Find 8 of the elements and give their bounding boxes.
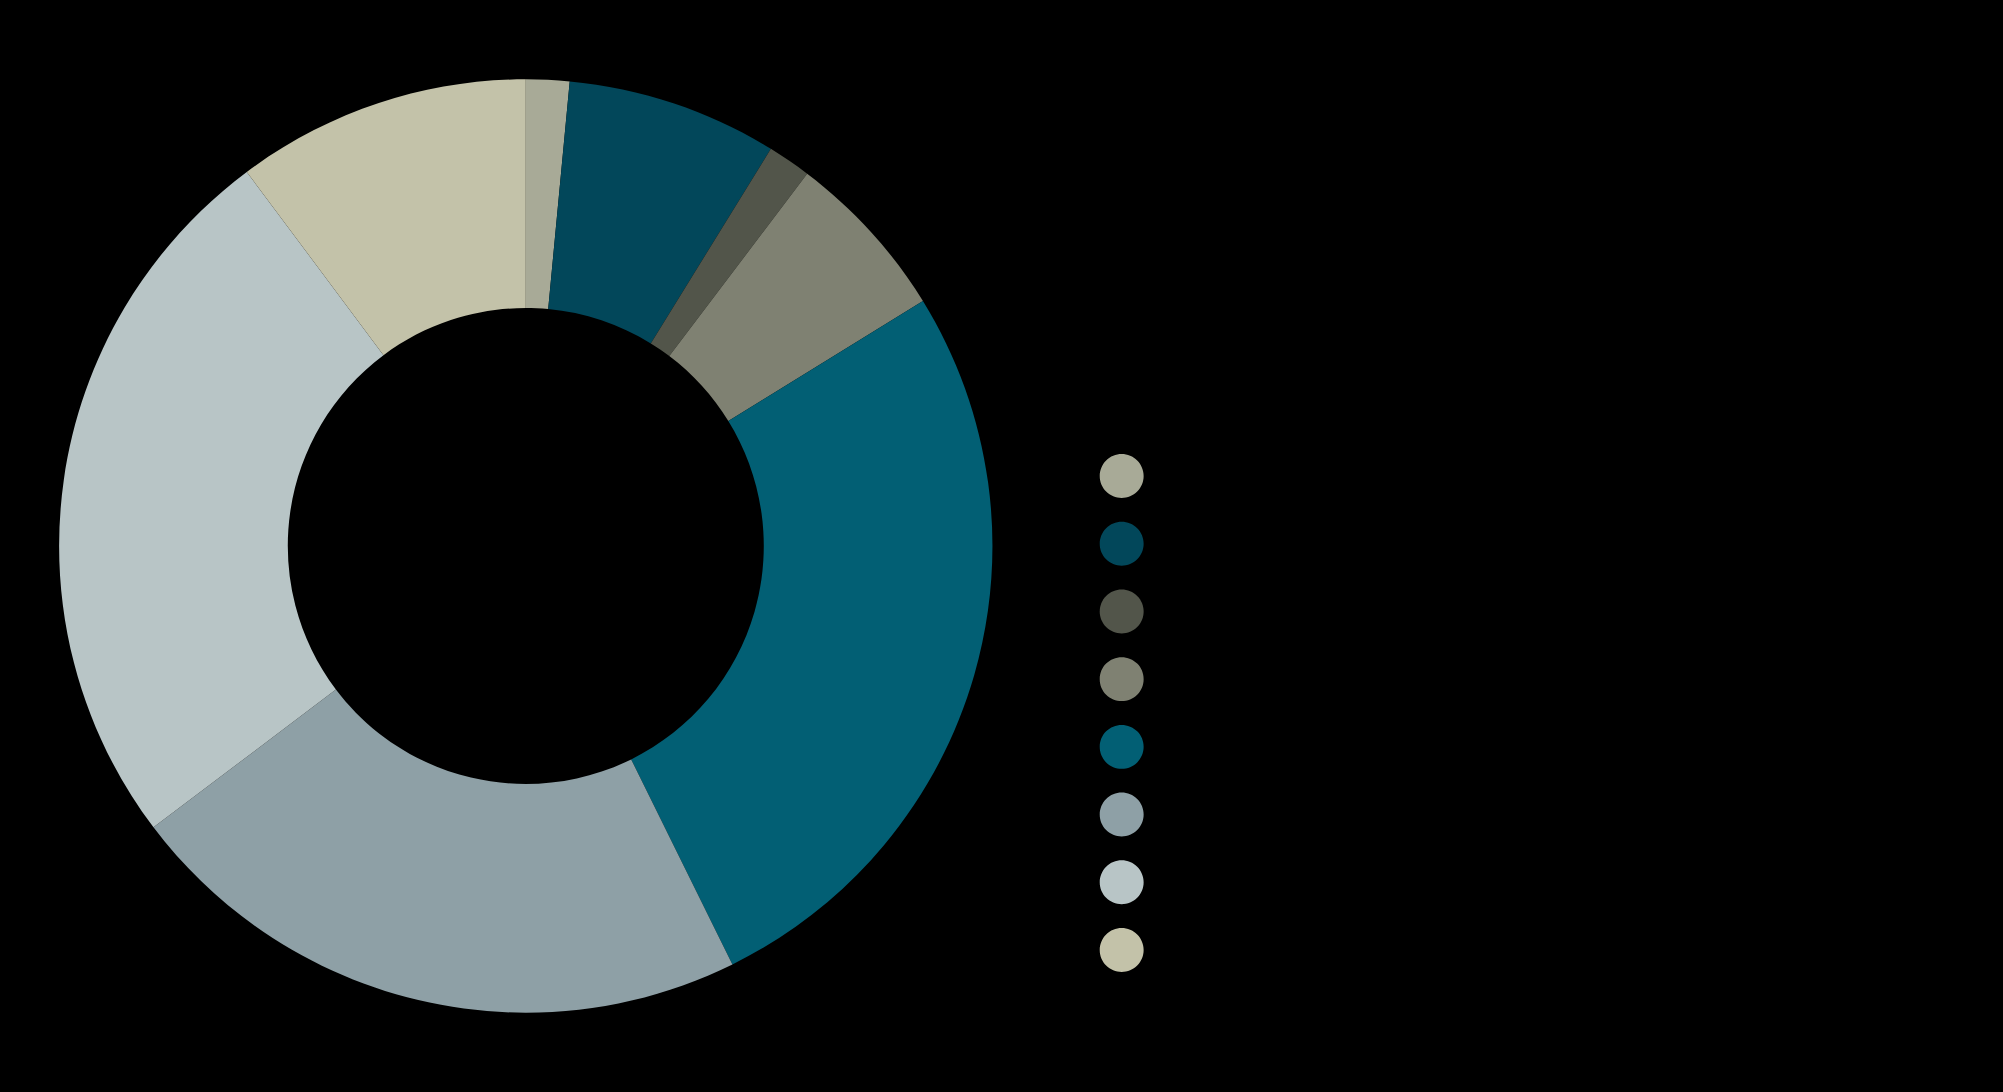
donut-slice (59, 171, 384, 828)
donut-slice (246, 79, 526, 356)
donut-slice (548, 81, 771, 344)
donut-slice (153, 689, 733, 1013)
donut-slice (631, 300, 993, 965)
donut-slice (650, 148, 808, 357)
donut-slice (669, 173, 923, 422)
donut-slice (525, 79, 570, 310)
